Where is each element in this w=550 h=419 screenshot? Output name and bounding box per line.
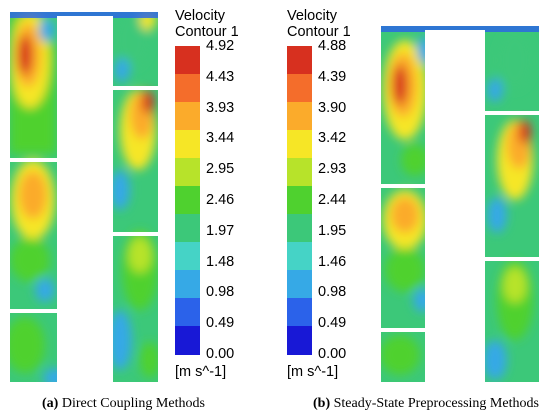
color-swatch bbox=[175, 214, 200, 243]
color-swatch bbox=[287, 74, 312, 103]
color-swatch bbox=[287, 214, 312, 243]
color-swatch bbox=[175, 270, 200, 299]
legend-title-b-line2: Contour 1 bbox=[287, 24, 351, 40]
caption-b-letter: (b) bbox=[313, 396, 331, 411]
legend-level-label: 1.95 bbox=[318, 222, 347, 239]
legend-level-label: 1.48 bbox=[206, 253, 235, 270]
color-swatch bbox=[287, 158, 312, 187]
legend-unit-b: [m s^-1] bbox=[287, 364, 339, 380]
color-scale-b bbox=[287, 46, 312, 355]
caption-a-letter: (a) bbox=[42, 396, 59, 411]
legend-level-label: 2.44 bbox=[318, 192, 347, 208]
color-swatch bbox=[175, 158, 200, 187]
color-swatch bbox=[287, 130, 312, 159]
color-swatch bbox=[287, 270, 312, 299]
legend-level-label: 4.39 bbox=[318, 68, 347, 85]
color-swatch bbox=[287, 186, 312, 215]
color-swatch bbox=[287, 326, 312, 355]
color-scale-a bbox=[175, 46, 200, 355]
color-swatch bbox=[287, 46, 312, 75]
legend-level-label: 1.97 bbox=[206, 222, 235, 239]
legend-level-label: 3.42 bbox=[318, 130, 347, 147]
caption-a-text: Direct Coupling Methods bbox=[61, 396, 205, 411]
color-swatch bbox=[175, 186, 200, 215]
legend-level-label: 4.92 bbox=[206, 38, 235, 54]
legend-level-label: 0.98 bbox=[318, 284, 347, 301]
color-swatch bbox=[287, 298, 312, 327]
color-swatch bbox=[287, 242, 312, 271]
legend-title-a-line1: Velocity bbox=[175, 8, 225, 24]
color-swatch bbox=[175, 130, 200, 159]
legend-level-label: 4.43 bbox=[206, 68, 235, 85]
legend-level-label: 3.44 bbox=[206, 130, 235, 147]
legend-level-label: 2.46 bbox=[206, 192, 235, 208]
legend-level-label: 2.93 bbox=[318, 161, 347, 178]
legend-level-label: 0.00 bbox=[318, 346, 347, 362]
legend-level-label: 0.49 bbox=[318, 315, 347, 332]
legend-level-label: 3.90 bbox=[318, 99, 347, 116]
legend-level-label: 1.46 bbox=[318, 253, 347, 270]
legend-level-label: 0.49 bbox=[206, 315, 235, 332]
legend-title-b-line1: Velocity bbox=[287, 8, 337, 24]
color-swatch bbox=[175, 326, 200, 355]
legend-level-label: 2.95 bbox=[206, 161, 235, 178]
color-swatch bbox=[175, 46, 200, 75]
color-swatch bbox=[175, 298, 200, 327]
caption-b: (b) Steady-State Preprocessing Methods bbox=[313, 396, 539, 412]
velocity-field-b bbox=[381, 26, 539, 382]
color-swatch bbox=[287, 102, 312, 131]
legend-unit-a: [m s^-1] bbox=[175, 364, 227, 380]
legend-level-label: 3.93 bbox=[206, 99, 235, 116]
caption-a: (a) Direct Coupling Methods bbox=[42, 396, 205, 412]
velocity-field-a bbox=[10, 12, 158, 382]
color-swatch bbox=[175, 74, 200, 103]
color-swatch bbox=[175, 102, 200, 131]
caption-b-text: Steady-State Preprocessing Methods bbox=[333, 396, 539, 411]
legend-level-label: 0.98 bbox=[206, 284, 235, 301]
legend-title-a-line2: Contour 1 bbox=[175, 24, 239, 40]
legend-level-label: 4.88 bbox=[318, 38, 347, 54]
legend-level-label: 0.00 bbox=[206, 346, 235, 362]
color-swatch bbox=[175, 242, 200, 271]
